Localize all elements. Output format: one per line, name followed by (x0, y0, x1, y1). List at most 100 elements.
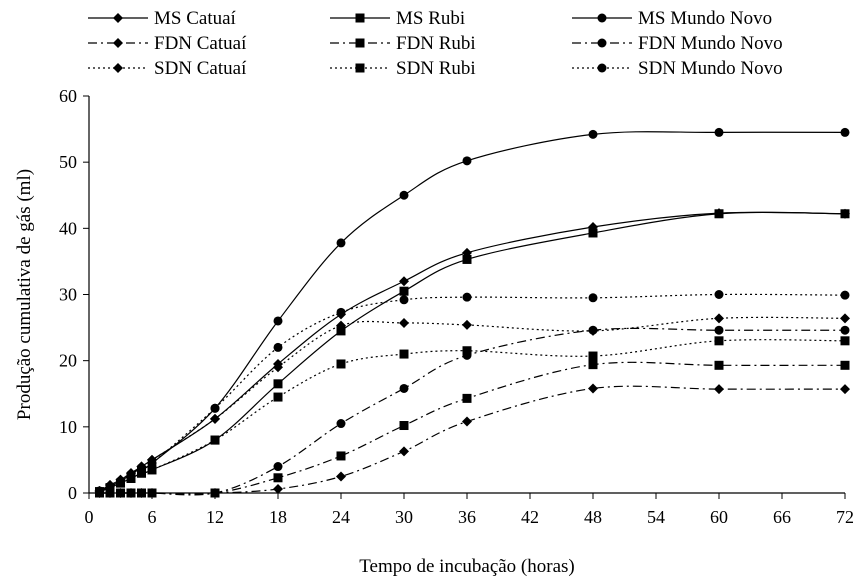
data-point (840, 336, 850, 346)
series-line (99, 211, 846, 492)
legend-marker (597, 13, 607, 23)
data-point (273, 484, 283, 495)
data-point (147, 465, 157, 475)
data-point (399, 383, 409, 393)
x-tick-label: 0 (85, 507, 94, 527)
series-line (99, 361, 846, 495)
data-point (126, 488, 136, 498)
x-tick-label: 12 (206, 507, 224, 527)
legend-marker (597, 38, 607, 48)
data-point (462, 292, 472, 302)
data-point (462, 416, 472, 427)
data-point (840, 290, 850, 300)
legend-label: MS Catuaí (154, 8, 237, 29)
data-point (273, 473, 283, 483)
data-point (399, 349, 409, 359)
data-point (714, 290, 724, 299)
legend-marker (597, 63, 607, 73)
data-point (588, 293, 598, 303)
data-point (336, 238, 346, 248)
data-point (714, 209, 724, 219)
data-point (588, 383, 598, 394)
legend-item: MS Mundo Novo (572, 8, 772, 29)
x-tick-label: 36 (458, 507, 476, 527)
data-point (462, 319, 472, 330)
legend-label: SDN Rubi (396, 58, 476, 79)
data-point (840, 384, 850, 395)
x-tick-label: 54 (647, 507, 665, 527)
legend-marker (355, 63, 365, 73)
series-5 (95, 325, 850, 498)
data-point (273, 392, 283, 402)
legend-label: FDN Rubi (396, 33, 476, 54)
x-tick-label: 42 (521, 507, 539, 527)
data-point (462, 346, 472, 356)
data-point (126, 469, 136, 479)
series-layer (94, 127, 850, 498)
x-tick-label: 24 (332, 507, 350, 527)
y-tick-label: 60 (59, 86, 77, 106)
data-point (336, 471, 346, 482)
data-point (210, 413, 220, 424)
data-point (147, 488, 157, 498)
data-point (210, 403, 220, 413)
data-point (273, 362, 283, 373)
series-6 (94, 313, 850, 497)
data-point (714, 325, 724, 335)
data-point (588, 325, 598, 336)
series-line (99, 293, 846, 492)
data-point (399, 286, 409, 296)
data-point (588, 360, 598, 370)
data-point (105, 481, 115, 491)
data-point (588, 129, 598, 139)
legend-item: SDN Rubi (330, 58, 476, 79)
series-3 (94, 383, 850, 498)
legend-marker (113, 63, 123, 73)
legend-item: FDN Catuaí (88, 33, 247, 54)
data-point (399, 295, 409, 305)
data-point (399, 446, 409, 457)
data-point (273, 316, 283, 326)
data-point (714, 384, 724, 395)
legend-marker (113, 38, 123, 48)
y-tick-label: 40 (59, 218, 77, 238)
x-tick-label: 6 (148, 507, 157, 527)
data-point (714, 360, 724, 370)
data-point (714, 127, 724, 137)
data-point (336, 320, 346, 331)
x-tick-label: 18 (269, 507, 287, 527)
legend-label: SDN Catuaí (154, 58, 247, 79)
data-point (137, 468, 146, 478)
y-tick-label: 50 (59, 152, 77, 172)
data-point (462, 254, 472, 264)
data-point (137, 488, 146, 498)
y-tick-label: 0 (68, 483, 77, 503)
x-tick-label: 30 (395, 507, 413, 527)
data-point (840, 325, 850, 335)
x-axis-title: Tempo de incubação (horas) (359, 556, 575, 577)
legend: MS Catuaí MS Rubi MS Mundo Novo FDN Catuaí F… (88, 8, 783, 79)
series-4 (95, 360, 850, 498)
series-8 (95, 290, 850, 496)
x-tick-label: 66 (773, 507, 791, 527)
data-point (273, 462, 283, 472)
data-point (336, 419, 346, 429)
legend-label: SDN Mundo Novo (638, 58, 783, 79)
legend-item: MS Catuaí (88, 8, 237, 29)
legend-item: SDN Mundo Novo (572, 58, 783, 79)
legend-marker (355, 13, 365, 23)
data-point (840, 127, 850, 137)
legend-item: MS Rubi (330, 8, 465, 29)
y-tick-label: 20 (59, 351, 77, 371)
legend-item: FDN Mundo Novo (572, 33, 783, 54)
series-line (99, 316, 846, 492)
data-point (588, 351, 598, 361)
series-1 (95, 209, 850, 497)
legend-label: MS Mundo Novo (638, 8, 772, 29)
data-point (336, 451, 346, 461)
data-point (273, 342, 283, 352)
data-point (399, 190, 409, 200)
legend-label: MS Rubi (396, 8, 465, 29)
